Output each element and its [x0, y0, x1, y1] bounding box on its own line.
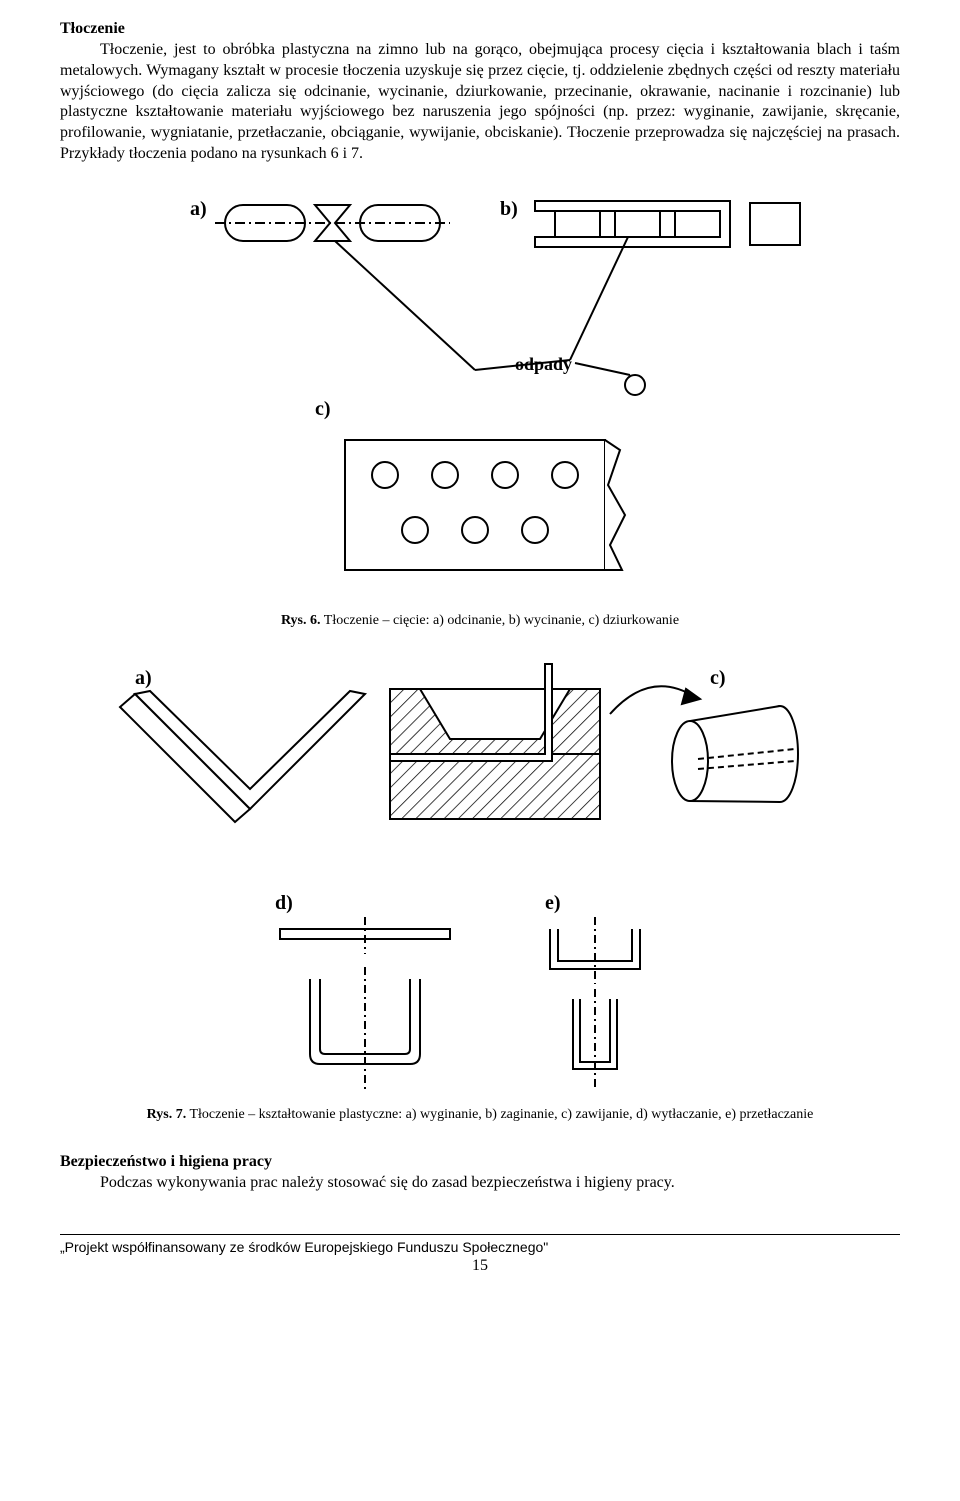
page: Tłoczenie Tłoczenie, jest to obróbka pla…: [0, 0, 960, 1295]
figure-7-caption: Rys. 7. Tłoczenie – kształtowanie plasty…: [60, 1107, 900, 1123]
footer-quote-close: ": [543, 1239, 548, 1255]
safety-heading: Bezpieczeństwo i higiena pracy: [60, 1153, 900, 1171]
fig7-caption-rest: Tłoczenie – kształtowanie plastyczne: a)…: [186, 1107, 813, 1122]
fig6-caption-lead: Rys. 6.: [281, 613, 321, 628]
safety-body: Podczas wykonywania prac należy stosować…: [60, 1173, 900, 1194]
fig6-label-c: c): [315, 398, 331, 420]
figure-6: a) b) odpady c): [60, 185, 900, 629]
footer-line: „Projekt współfinansowany ze środków Eur…: [60, 1239, 900, 1255]
figure-6-caption: Rys. 6. Tłoczenie – cięcie: a) odcinanie…: [60, 613, 900, 629]
fig7-label-d: d): [275, 892, 293, 914]
figure-6-svg: a) b) odpady c): [130, 185, 830, 605]
fig6-label-b: b): [500, 198, 518, 220]
fig7-label-a: a): [135, 667, 152, 689]
fig7-label-c: c): [710, 667, 726, 689]
footer-rule: [60, 1234, 900, 1235]
fig7-label-e: e): [545, 892, 561, 914]
page-number: 15: [60, 1257, 900, 1275]
paragraph-main: Tłoczenie, jest to obróbka plastyczna na…: [60, 40, 900, 165]
fig6-label-a: a): [190, 198, 207, 220]
figure-7-svg: a) c) d) e): [80, 659, 880, 1099]
fig6-caption-rest: Tłoczenie – cięcie: a) odcinanie, b) wyc…: [321, 613, 680, 628]
footer-text: Projekt współfinansowany ze środków Euro…: [65, 1239, 544, 1255]
figure-7: a) c) d) e): [60, 659, 900, 1123]
section-title: Tłoczenie: [60, 20, 900, 38]
fig7-caption-lead: Rys. 7.: [147, 1107, 187, 1122]
